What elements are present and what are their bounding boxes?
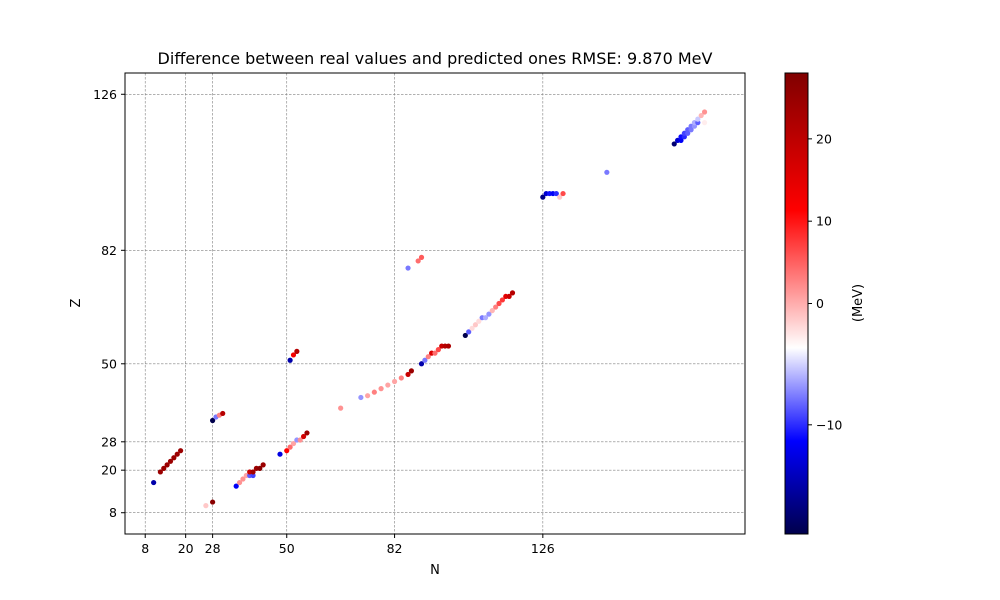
y-tick-label: 82 (101, 243, 117, 258)
data-point (493, 304, 499, 310)
colorbar-tick-label: 10 (816, 214, 832, 229)
plot-frame (124, 72, 746, 535)
data-point (476, 318, 482, 324)
data-point (151, 479, 157, 486)
data-point (167, 458, 174, 464)
x-tick-label: 126 (531, 541, 555, 556)
data-point (418, 254, 425, 260)
data-point (540, 194, 546, 200)
data-point (701, 120, 708, 126)
y-tick-label: 28 (101, 434, 117, 449)
data-point (378, 386, 384, 392)
data-point (701, 109, 708, 115)
data-point (236, 479, 243, 486)
data-point (499, 297, 505, 303)
data-point (472, 322, 479, 328)
data-point (233, 483, 239, 489)
data-point (157, 469, 163, 475)
data-point (287, 357, 293, 363)
data-point (220, 410, 226, 417)
data-point (287, 444, 293, 450)
data-point (553, 190, 559, 197)
data-point (300, 433, 307, 440)
data-point (469, 325, 475, 331)
data-point (496, 300, 502, 307)
data-point (489, 307, 495, 314)
data-point (422, 357, 428, 363)
chart-title: Difference between real values and predi… (158, 49, 713, 68)
x-tick-label: 8 (141, 541, 149, 556)
colorbar-ticks: −10 0 10 20 (808, 131, 842, 432)
data-point (385, 382, 391, 388)
data-point (164, 462, 170, 468)
data-point (338, 405, 344, 411)
x-tick-label: 82 (387, 541, 403, 556)
x-axis-label: N (430, 563, 440, 578)
data-point (506, 293, 512, 300)
data-point (257, 465, 263, 471)
data-point (284, 448, 290, 454)
colorbar-tick-label: 0 (816, 296, 824, 311)
y-axis-ticks: 8 20 28 50 82 126 (93, 87, 125, 520)
data-point (260, 462, 266, 468)
data-point (171, 455, 177, 461)
data-point (391, 378, 398, 385)
data-point (174, 451, 180, 457)
y-tick-label: 50 (101, 356, 117, 371)
data-point (203, 503, 209, 509)
data-point (482, 315, 489, 321)
data-point (371, 389, 377, 395)
data-point (557, 194, 563, 200)
data-point (698, 112, 704, 119)
data-point (418, 361, 425, 367)
data-point (210, 499, 216, 505)
data-point (445, 343, 452, 349)
x-tick-label: 50 (279, 541, 295, 556)
data-point (161, 465, 167, 471)
data-point (560, 190, 566, 197)
data-point (277, 451, 283, 457)
data-point (405, 265, 411, 271)
data-point (695, 116, 701, 122)
data-point (365, 393, 371, 399)
data-point (509, 290, 516, 296)
y-tick-label: 20 (101, 463, 117, 478)
y-axis-label: Z (69, 298, 84, 307)
colorbar (784, 72, 809, 535)
data-point (408, 368, 415, 374)
y-tick-label: 126 (93, 87, 117, 102)
data-point (415, 258, 421, 264)
data-point (240, 476, 246, 482)
data-point (358, 394, 364, 401)
y-tick-label: 8 (109, 505, 117, 520)
data-point (290, 440, 297, 447)
data-point (294, 348, 300, 354)
colorbar-tick-label: −10 (816, 417, 842, 432)
grid-lines (125, 73, 745, 534)
data-point (405, 371, 411, 378)
data-point (435, 347, 441, 353)
data-point (398, 375, 404, 381)
colorbar-label: (MeV) (851, 284, 866, 322)
data-point (671, 141, 677, 147)
data-point (210, 417, 216, 424)
data-point (250, 469, 256, 475)
data-point (425, 354, 431, 360)
data-point (177, 448, 184, 454)
data-point (462, 332, 468, 339)
data-point (432, 350, 438, 356)
data-point (297, 437, 303, 443)
data-point (290, 352, 297, 358)
data-point (604, 169, 610, 175)
data-point (304, 430, 310, 436)
data-point (486, 311, 492, 317)
colorbar-tick-label: 20 (816, 131, 832, 146)
x-axis-ticks: 8 20 28 50 82 126 (141, 534, 555, 556)
data-point (466, 329, 472, 335)
x-tick-label: 20 (178, 541, 194, 556)
x-tick-label: 28 (205, 541, 221, 556)
data-points (151, 109, 708, 509)
